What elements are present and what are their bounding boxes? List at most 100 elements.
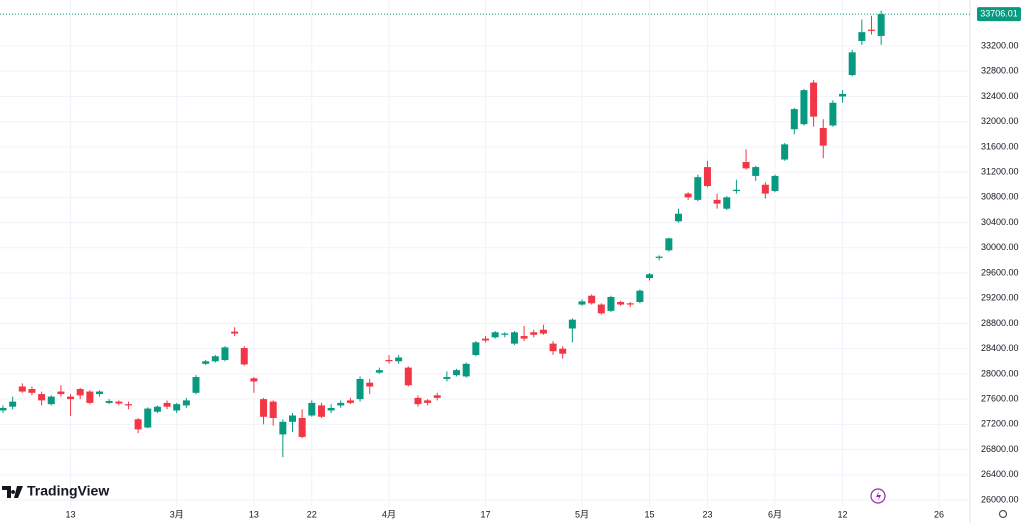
candle-body xyxy=(231,331,239,334)
candle-body xyxy=(482,338,489,341)
candle-body xyxy=(414,397,422,405)
last-price-label: 33706.01 xyxy=(980,8,1018,18)
candle-body xyxy=(67,396,75,400)
candle-body xyxy=(790,109,798,130)
y-tick-label: 31200.00 xyxy=(981,167,1019,177)
settings-icon[interactable] xyxy=(998,509,1008,519)
candle-body xyxy=(810,82,818,117)
candle-body xyxy=(636,290,644,303)
candle-body xyxy=(626,303,634,305)
candle-body xyxy=(424,400,432,403)
candle-body xyxy=(491,332,499,338)
candle-body xyxy=(346,400,354,403)
candle-body xyxy=(202,361,210,364)
candle-body xyxy=(211,356,219,362)
x-tick-label: 23 xyxy=(702,509,712,519)
y-tick-label: 30800.00 xyxy=(981,192,1019,202)
candle-body xyxy=(124,404,132,406)
candle-body xyxy=(617,302,625,305)
candle-body xyxy=(713,199,721,204)
candle-body xyxy=(684,193,692,198)
candle-body xyxy=(395,357,403,362)
candle-body xyxy=(240,348,248,365)
grid xyxy=(0,0,970,507)
candle-body xyxy=(800,90,808,125)
candle-body xyxy=(607,296,615,311)
candle-body xyxy=(404,367,412,386)
candle-body xyxy=(28,389,36,393)
candle-body xyxy=(675,213,682,222)
candle-body xyxy=(703,167,711,187)
y-tick-label: 26400.00 xyxy=(981,469,1019,479)
y-tick-label: 26800.00 xyxy=(981,444,1019,454)
candle-body xyxy=(877,14,885,36)
candle-body xyxy=(192,377,200,393)
x-tick-label: 4月 xyxy=(382,509,396,519)
candle-body xyxy=(0,407,7,411)
candle-body xyxy=(375,370,383,373)
x-tick-label: 3月 xyxy=(170,509,184,519)
candle-body xyxy=(221,347,229,361)
candle-body xyxy=(279,421,287,435)
logo-text: TradingView xyxy=(27,483,109,499)
candle-body xyxy=(597,304,605,314)
candle-body xyxy=(105,401,113,403)
y-tick-label: 28000.00 xyxy=(981,368,1019,378)
candle-body xyxy=(356,378,364,400)
x-tick-label: 13 xyxy=(66,509,76,519)
x-tick-label: 13 xyxy=(249,509,259,519)
flash-icon[interactable] xyxy=(876,491,881,501)
y-tick-label: 31600.00 xyxy=(981,141,1019,151)
candle-body xyxy=(520,336,528,339)
candle-body xyxy=(839,93,847,97)
candle-body xyxy=(327,407,335,411)
candle-body xyxy=(462,363,470,377)
x-tick-label: 22 xyxy=(307,509,317,519)
candle-body xyxy=(453,370,461,376)
candle-body xyxy=(76,389,84,396)
candle-body xyxy=(269,401,277,419)
candles xyxy=(0,10,885,458)
y-tick-label: 29600.00 xyxy=(981,267,1019,277)
settings-button[interactable] xyxy=(998,509,1008,519)
candle-body xyxy=(771,175,779,192)
candle-body xyxy=(38,394,46,401)
candle-body xyxy=(57,391,65,395)
candle-body xyxy=(761,184,769,194)
candle-body xyxy=(539,329,547,334)
candle-body xyxy=(723,197,731,209)
candle-body xyxy=(366,382,374,387)
candle-body xyxy=(694,177,702,200)
x-tick-label: 12 xyxy=(838,509,848,519)
candle-body xyxy=(433,395,441,398)
candle-body xyxy=(250,378,258,382)
candle-body xyxy=(848,52,856,76)
y-tick-label: 28800.00 xyxy=(981,318,1019,328)
last-price-box xyxy=(977,7,1021,22)
flash-circle[interactable] xyxy=(870,488,886,504)
candle-body xyxy=(96,391,103,395)
candle-body xyxy=(385,360,393,362)
candle-body xyxy=(86,391,94,403)
y-tick-label: 27200.00 xyxy=(981,419,1019,429)
candle-body xyxy=(501,333,509,335)
candle-body xyxy=(153,406,161,412)
x-tick-label: 5月 xyxy=(575,509,589,519)
candle-body xyxy=(559,348,567,354)
candle-body xyxy=(868,29,875,31)
candle-body xyxy=(829,102,837,126)
candle-body xyxy=(568,319,576,329)
candle-body xyxy=(173,404,181,411)
y-tick-label: 26000.00 xyxy=(981,494,1019,504)
candle-body xyxy=(182,400,190,406)
candle-body xyxy=(549,343,557,352)
flash-button[interactable] xyxy=(870,488,886,504)
candle-body xyxy=(163,402,171,407)
candle-body xyxy=(752,167,760,176)
candle-body xyxy=(472,342,480,355)
candle-body xyxy=(289,415,296,422)
candle-body xyxy=(742,162,750,169)
candle-body xyxy=(9,401,17,407)
